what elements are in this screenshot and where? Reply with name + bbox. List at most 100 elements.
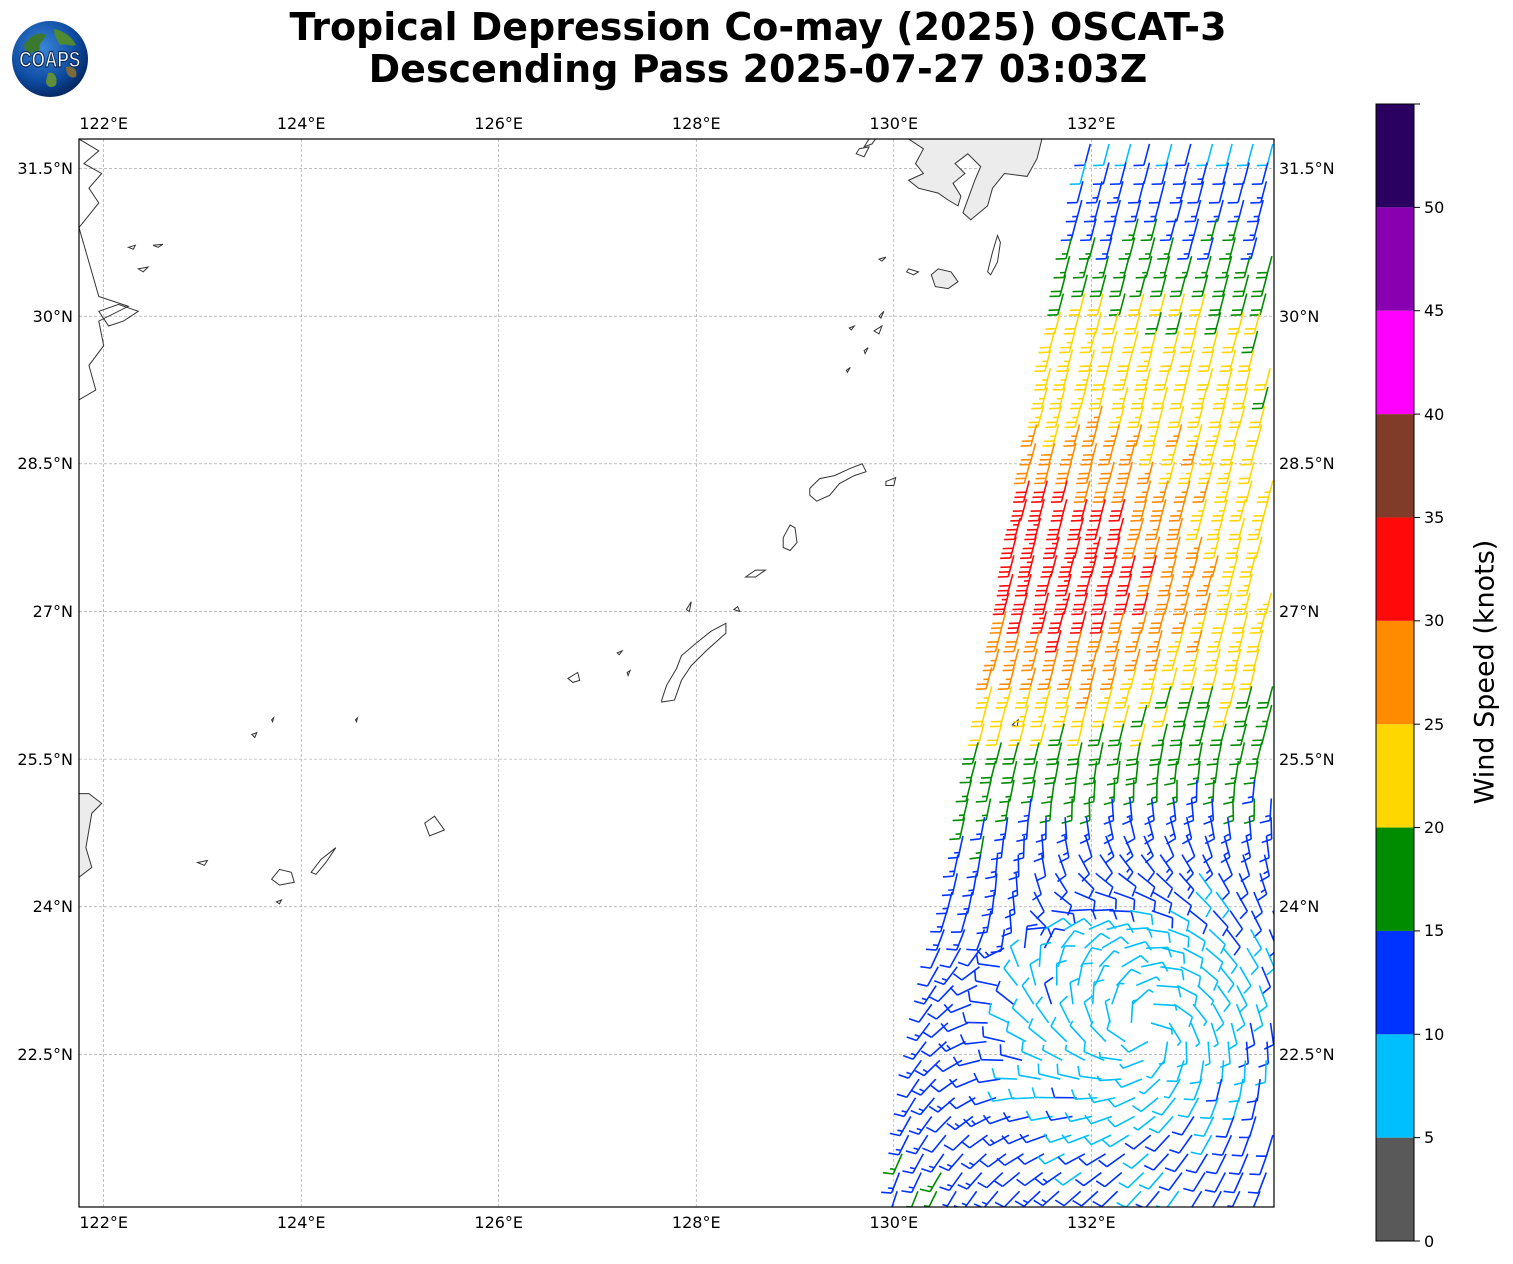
wind-barb	[1190, 611, 1208, 634]
wind-barb	[1072, 255, 1090, 279]
wind-barb	[1206, 517, 1224, 541]
wind-barb	[1083, 1134, 1112, 1146]
wind-barb	[1162, 330, 1180, 354]
wind-barb	[1239, 667, 1256, 691]
wind-barb	[1065, 629, 1083, 653]
colorbar-bin	[1376, 724, 1414, 828]
wind-barb	[1140, 667, 1158, 691]
wind-barb	[975, 667, 993, 691]
wind-barb	[1191, 274, 1209, 298]
wind-barb	[1000, 536, 1017, 560]
wind-barb	[1035, 996, 1050, 1024]
wind-barb	[1222, 218, 1240, 242]
senkaku-island-3	[354, 716, 359, 724]
wind-barb	[1191, 162, 1208, 186]
wind-barb	[1181, 817, 1193, 845]
wind-barb	[1078, 854, 1091, 882]
wind-barb	[1164, 1153, 1189, 1173]
wind-barb	[1153, 255, 1171, 279]
wind-barb	[1104, 199, 1122, 223]
wind-barb	[1087, 723, 1105, 747]
wind-barb	[1098, 442, 1115, 466]
china-coast	[79, 139, 130, 401]
wind-barb	[1079, 817, 1091, 845]
wind-barb	[1197, 461, 1215, 485]
wind-barb	[1092, 255, 1110, 279]
wind-barb	[1107, 1097, 1136, 1108]
wind-barb	[889, 1116, 912, 1137]
wind-barb	[1165, 424, 1183, 447]
wind-barb	[1050, 1087, 1077, 1099]
wind-barb	[920, 1041, 948, 1058]
wind-barb	[970, 704, 988, 728]
wind-barb	[1201, 667, 1219, 691]
wind-barb	[1092, 480, 1110, 503]
wind-barb	[1208, 928, 1226, 955]
wind-barb	[1237, 461, 1255, 485]
wind-barb	[1251, 386, 1269, 410]
wind-barb	[1192, 480, 1210, 503]
wind-barb	[1130, 999, 1138, 1023]
wind-barb	[979, 1153, 1007, 1168]
wind-barb	[1088, 386, 1106, 410]
wind-barb	[1028, 1017, 1047, 1043]
wind-barb	[1146, 1059, 1166, 1079]
wind-barb	[1043, 1133, 1072, 1144]
wind-barb	[893, 1097, 917, 1118]
wind-barb	[1151, 909, 1174, 929]
wind-barb	[1148, 181, 1166, 204]
wind-barb	[1084, 536, 1102, 560]
wind-barb	[1020, 424, 1038, 447]
wind-barb	[1219, 349, 1237, 373]
wind-barb	[1033, 1190, 1060, 1207]
wind-barb	[1148, 1115, 1174, 1134]
wind-barb	[1167, 405, 1185, 429]
wind-barb	[1212, 162, 1230, 186]
wind-barb	[1172, 162, 1190, 186]
wind-barb	[1011, 592, 1029, 616]
colorbar-bin	[1376, 414, 1414, 518]
wind-barb	[1083, 995, 1094, 1024]
wind-barb	[1181, 854, 1195, 882]
wind-barb	[1094, 964, 1110, 986]
wind-barb	[1224, 760, 1240, 786]
wind-barb	[960, 1153, 987, 1170]
lon-tick-top: 128°E	[671, 113, 721, 133]
wind-barb	[1166, 779, 1178, 806]
wind-barb	[1151, 704, 1169, 728]
wind-barb	[1108, 499, 1126, 522]
wind-barb	[1034, 686, 1052, 709]
wind-barb	[1101, 936, 1130, 949]
wind-barb	[1217, 872, 1231, 901]
wind-barb	[1231, 611, 1249, 634]
wind-barb	[1148, 611, 1166, 634]
wind-barb	[881, 1172, 901, 1194]
wind-barb	[1178, 872, 1195, 900]
wind-barb	[1169, 723, 1187, 747]
wind-barb	[1053, 255, 1071, 279]
wind-barb	[1169, 181, 1187, 204]
wind-barb	[959, 1034, 987, 1045]
wind-barb	[1077, 872, 1095, 899]
wind-barb	[985, 629, 1002, 653]
wind-barb	[1210, 1022, 1219, 1048]
wind-barb	[1004, 517, 1021, 541]
wind-barb	[1045, 405, 1062, 429]
wind-barb	[959, 760, 977, 784]
colorbar-bin	[1376, 104, 1414, 208]
wind-barb	[1085, 181, 1103, 204]
wind-barb	[1164, 761, 1178, 786]
wind-barb	[1153, 368, 1171, 391]
wind-barb	[1195, 573, 1213, 597]
wind-barb	[1145, 312, 1162, 335]
wind-barb	[1034, 349, 1052, 373]
wind-barb	[994, 1190, 1021, 1207]
wind-barb	[1119, 854, 1134, 882]
wind-barb	[934, 1059, 963, 1073]
wind-barb	[975, 779, 992, 803]
wind-barb	[1070, 499, 1088, 522]
wind-barb	[1071, 274, 1089, 298]
wind-barb	[922, 1134, 947, 1153]
wind-barb	[1095, 891, 1117, 910]
wind-barb	[1111, 480, 1129, 503]
